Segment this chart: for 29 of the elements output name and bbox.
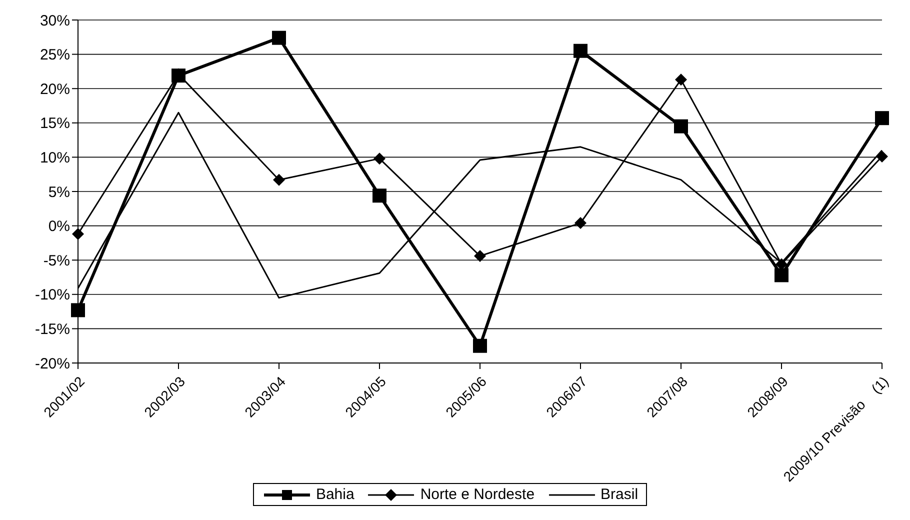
point xyxy=(674,119,688,134)
point xyxy=(574,217,586,230)
point xyxy=(273,174,285,186)
y-tick-label: -10% xyxy=(34,286,70,304)
legend-label: Bahia xyxy=(316,486,354,503)
y-tick-label: 25% xyxy=(40,46,70,64)
point xyxy=(875,111,889,126)
legend-label: Norte e Nordeste xyxy=(420,486,535,503)
y-tick-label: 30% xyxy=(40,12,70,30)
legend-label: Brasil xyxy=(600,486,638,503)
y-tick-label: 10% xyxy=(40,150,70,167)
point xyxy=(675,74,687,86)
y-tick-label: -15% xyxy=(34,321,70,338)
y-tick-label: 20% xyxy=(40,80,70,98)
point xyxy=(473,338,487,353)
point xyxy=(876,150,888,163)
y-tick-label: 5% xyxy=(48,184,70,201)
y-tick-label: 15% xyxy=(40,115,70,132)
point xyxy=(372,188,386,203)
point xyxy=(774,268,788,282)
point xyxy=(71,303,85,318)
point xyxy=(272,30,286,45)
point xyxy=(72,228,84,240)
y-tick-label: -5% xyxy=(43,252,70,270)
point xyxy=(574,44,588,58)
y-tick-label: 0% xyxy=(48,218,70,236)
point xyxy=(374,152,386,165)
y-tick-label: -20% xyxy=(34,355,70,372)
point xyxy=(474,250,486,262)
